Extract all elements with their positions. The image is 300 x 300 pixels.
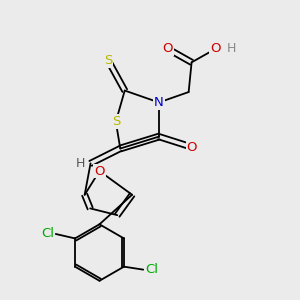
Text: S: S <box>104 54 112 67</box>
Text: O: O <box>163 42 173 56</box>
Text: S: S <box>112 115 120 128</box>
Text: H: H <box>76 157 85 170</box>
Text: O: O <box>186 140 197 154</box>
Text: H: H <box>227 42 236 56</box>
Text: Cl: Cl <box>41 227 54 241</box>
Text: N: N <box>154 96 164 109</box>
Text: O: O <box>210 42 220 56</box>
Text: Cl: Cl <box>145 263 158 276</box>
Text: O: O <box>94 165 105 178</box>
